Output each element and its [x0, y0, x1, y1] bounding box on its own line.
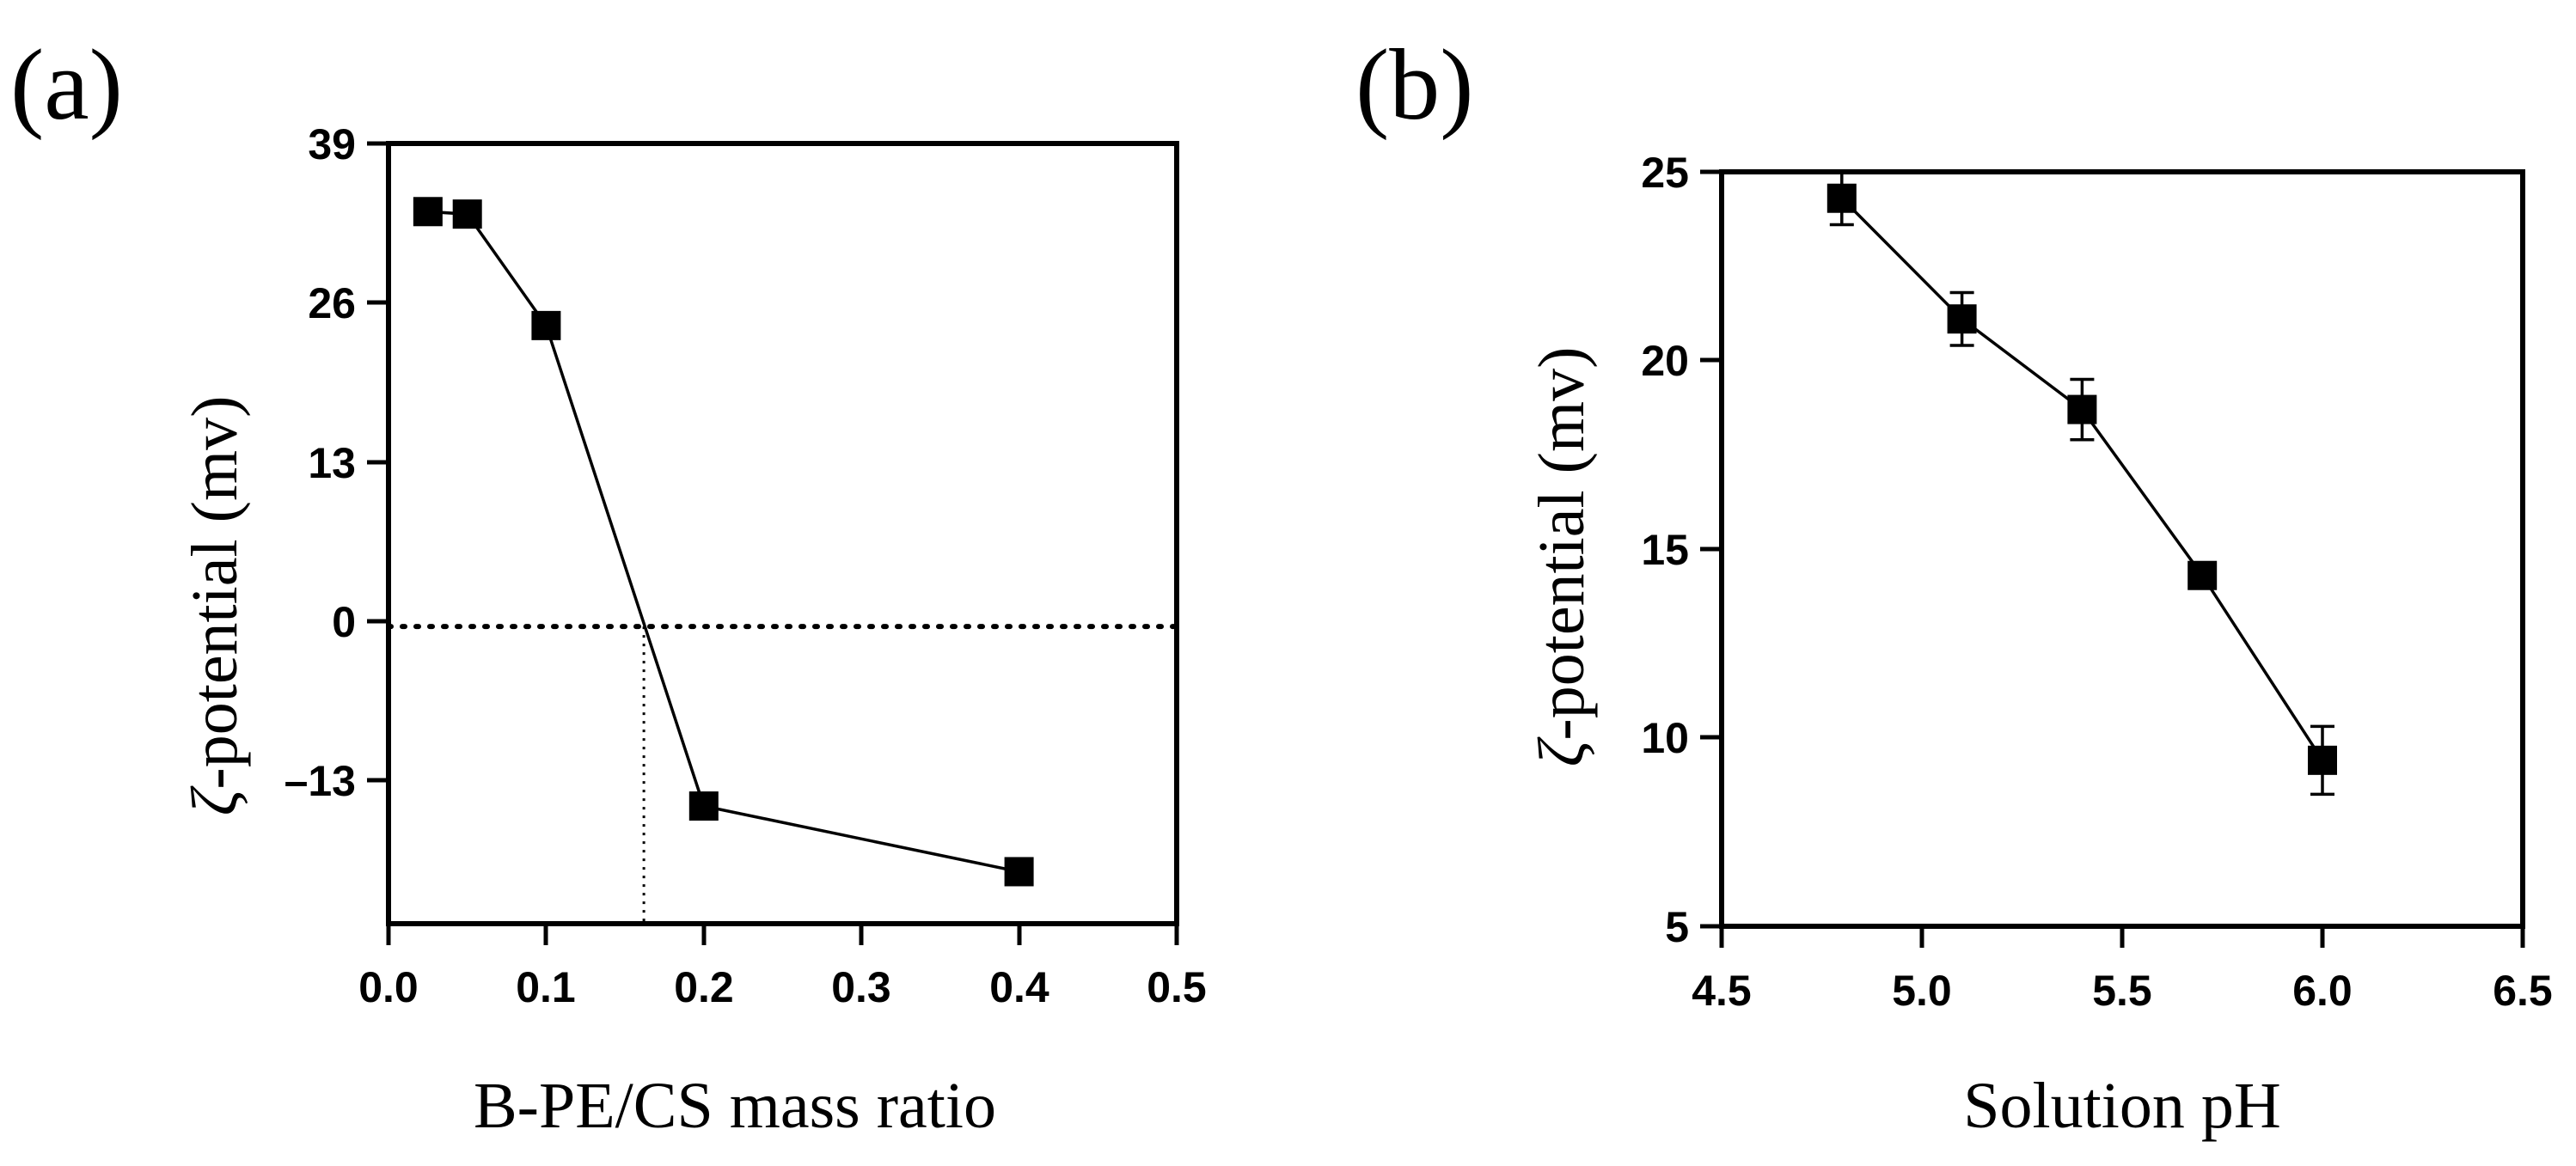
- chart-a-xtick-label: 0.4: [989, 963, 1049, 1011]
- chart-a: (a) ζ-potential (mv) B-PE/CS mass ratio …: [10, 28, 1207, 1142]
- chart-b-yticks: 5 10 15 20 25: [1641, 149, 1722, 951]
- chart-b-frame: [1719, 169, 2525, 929]
- chart-a-ylabel: ζ-potential (mv): [179, 396, 251, 816]
- chart-a-data-point: [413, 197, 443, 227]
- chart-a-ytick-label: 26: [308, 279, 356, 327]
- chart-b-xlabel: Solution pH: [1963, 1070, 2281, 1142]
- chart-b-points: [1826, 183, 2337, 775]
- chart-a-data-point: [688, 791, 719, 821]
- panel-label-b: (b): [1355, 28, 1474, 141]
- chart-b-ytick-label: 10: [1641, 714, 1689, 762]
- chart-a-ylabel-text: -potential (mv): [179, 396, 251, 790]
- chart-b-ytick-label: 25: [1641, 149, 1689, 197]
- chart-b-ylabel: ζ-potential (mv): [1526, 347, 1598, 767]
- chart-a-xtick-label: 0.3: [831, 963, 891, 1011]
- chart-a-ytick-label: 13: [308, 439, 356, 487]
- chart-b-series-line: [1840, 197, 2324, 761]
- chart-a-frame: [386, 141, 1179, 926]
- chart-b-ytick-label: 5: [1665, 903, 1689, 951]
- chart-b: (b) ζ-potential (mv) Solution pH 5 10 15…: [1355, 28, 2553, 1142]
- chart-a-points: [413, 197, 1034, 887]
- chart-b-ylabel-text: -potential (mv): [1526, 347, 1598, 741]
- chart-a-ytick-label: 0: [332, 598, 356, 646]
- chart-a-yticks: 39 26 13 0 –13: [285, 120, 389, 805]
- chart-a-xticks: 0.0 0.1 0.2 0.3 0.4 0.5: [358, 924, 1207, 1011]
- chart-b-xtick-label: 6.5: [2493, 967, 2553, 1015]
- chart-b-xtick-label: 5.5: [2092, 967, 2152, 1015]
- chart-b-data-point: [1947, 304, 1977, 334]
- chart-b-xtick-label: 6.0: [2292, 967, 2353, 1015]
- chart-b-data-point: [2067, 394, 2097, 424]
- chart-b-xtick-label: 4.5: [1692, 967, 1752, 1015]
- chart-b-ytick-label: 15: [1641, 526, 1689, 574]
- chart-b-xtick-label: 5.0: [1892, 967, 1952, 1015]
- chart-a-xtick-label: 0.1: [516, 963, 576, 1011]
- chart-b-ylabel-symbol: ζ: [1526, 736, 1598, 766]
- chart-a-xlabel: B-PE/CS mass ratio: [474, 1070, 996, 1142]
- chart-b-data-point: [2308, 745, 2337, 775]
- panel-label-a: (a): [10, 28, 123, 141]
- chart-a-ytick-label: 39: [308, 120, 356, 168]
- chart-b-data-point: [2187, 560, 2218, 590]
- chart-b-ytick-label: 20: [1641, 337, 1689, 385]
- chart-a-xtick-label: 0.5: [1147, 963, 1207, 1011]
- chart-b-data-point: [1826, 183, 1857, 213]
- chart-a-data-point: [1004, 857, 1034, 887]
- chart-a-xtick-label: 0.0: [358, 963, 419, 1011]
- chart-a-xtick-label: 0.2: [674, 963, 734, 1011]
- chart-a-data-point: [452, 199, 482, 229]
- chart-a-data-point: [531, 310, 561, 340]
- chart-a-series-line: [427, 210, 1019, 874]
- chart-a-ylabel-symbol: ζ: [179, 784, 251, 815]
- chart-a-ytick-label: –13: [285, 757, 356, 805]
- chart-b-xticks: 4.5 5.0 5.5 6.0 6.5: [1692, 926, 2553, 1015]
- chart-b-error-bars: [1829, 170, 2334, 797]
